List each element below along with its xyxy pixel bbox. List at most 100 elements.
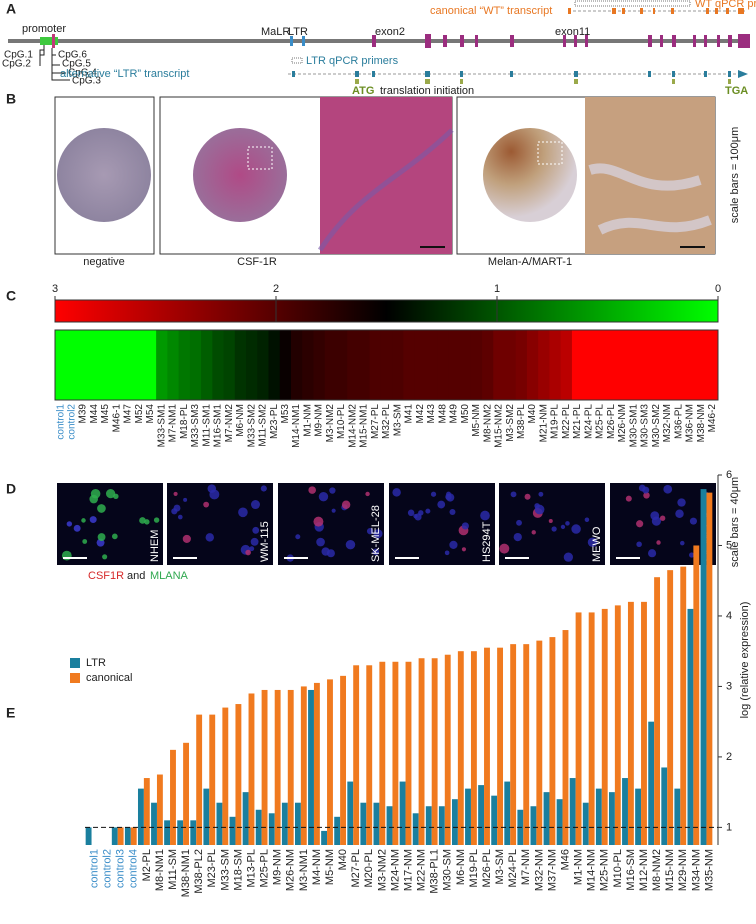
heat-cell (369, 330, 382, 400)
bar (117, 827, 124, 845)
x-tick-label: control1 (88, 849, 100, 888)
heat-cell (493, 330, 505, 400)
x-tick-label: M18-SM (232, 849, 244, 891)
tissue-core (193, 128, 287, 222)
cell (329, 487, 336, 494)
heat-cell (650, 330, 663, 400)
cell (461, 547, 467, 552)
sample-label: M10-PL (336, 404, 347, 439)
bar (124, 827, 131, 845)
heat-cell (77, 330, 90, 400)
cell (173, 504, 181, 512)
bar (137, 788, 144, 845)
exons-olive (355, 79, 731, 84)
bar (588, 612, 595, 845)
x-tick-label: M40 (337, 849, 349, 870)
cell (675, 509, 684, 518)
heat-cell (549, 330, 562, 400)
y-tick-label: 4 (726, 610, 732, 622)
colorbar (54, 299, 719, 323)
sample-label: M40 (527, 404, 538, 424)
bar (85, 827, 92, 845)
bar (706, 492, 713, 845)
x-tick-label: M2-PL (141, 849, 153, 881)
heat-cell (324, 330, 337, 400)
heat-cell (178, 330, 191, 400)
cell (648, 549, 657, 558)
bar (156, 774, 163, 845)
legend-swatch (70, 658, 80, 668)
panel-d: D scale bars = 40μm CSF1R and MLANA NHEM… (6, 477, 741, 582)
zoom-image (320, 97, 452, 254)
bar (687, 608, 694, 845)
heat-cell (99, 330, 112, 400)
bar (274, 689, 281, 845)
tissue-core (57, 128, 151, 222)
sample-label: M8-NM2 (482, 404, 493, 443)
sample-label: M46-1 (111, 404, 122, 433)
bar (248, 693, 255, 845)
heat-cell (459, 330, 472, 400)
bar (444, 654, 451, 845)
sample-label: M11-SM2 (258, 404, 269, 447)
bar (294, 802, 301, 845)
heat-cell (156, 330, 168, 400)
cell (531, 530, 536, 535)
cell (373, 529, 383, 539)
cell (534, 504, 545, 515)
x-tick-label: M20-PL (363, 849, 375, 888)
bar (523, 644, 530, 845)
exon-label: exon11 (555, 26, 590, 38)
heat-cell (268, 330, 281, 400)
cell (636, 541, 642, 548)
x-tick-label: M8-NM1 (154, 849, 166, 891)
cell (563, 552, 573, 562)
cell (97, 504, 106, 513)
primer-box (291, 57, 303, 64)
cell (425, 508, 431, 514)
bar (405, 661, 412, 845)
bar (470, 651, 477, 845)
bar (321, 830, 328, 845)
y-tick-label: 3 (726, 680, 732, 692)
sample-label: M9-NM (314, 404, 325, 437)
sample-label: M30-SM3 (640, 404, 651, 448)
bar (216, 802, 223, 845)
bar (504, 781, 511, 845)
panel-letter: B (6, 91, 16, 107)
x-tick-label: M4-NM (311, 849, 323, 885)
bar (595, 788, 602, 845)
x-tick-label: M33-SM (219, 849, 231, 891)
heat-cell (482, 330, 494, 400)
cell (548, 519, 553, 524)
cell (245, 549, 251, 556)
heat-cell (144, 330, 157, 400)
sample-label: M18-PL (179, 404, 190, 439)
bar (549, 637, 556, 845)
cell (413, 513, 418, 519)
x-tick-label: M15-NM (664, 849, 676, 891)
sample-label: M44 (89, 404, 100, 424)
sample-label: M48 (437, 404, 448, 424)
heat-cell (515, 330, 528, 400)
heat-cell (189, 330, 202, 400)
x-tick-label: M19-PL (468, 849, 480, 888)
exons-wt (568, 8, 744, 14)
image-label: negative (83, 256, 125, 268)
bar (680, 566, 687, 845)
sample-label: M27-PL (370, 404, 381, 439)
heat-cell (639, 330, 652, 400)
bar (614, 605, 621, 845)
scale-note: scale bars = 100μm (729, 127, 741, 224)
malr-label: MaLR (261, 26, 290, 38)
cell (89, 516, 97, 524)
cell (177, 514, 183, 520)
heat-cell (616, 330, 629, 400)
x-tick-label: M10-PL (612, 849, 624, 888)
malr-block (290, 36, 293, 46)
heat-cell (583, 330, 595, 400)
promoter-block (40, 37, 58, 45)
heat-cell (313, 330, 326, 400)
tissue-core (483, 128, 577, 222)
cell-line-label: WM-115 (259, 521, 271, 562)
